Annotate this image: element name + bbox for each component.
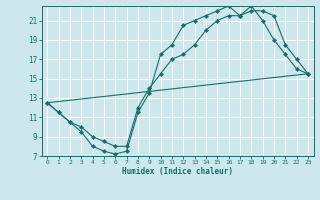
X-axis label: Humidex (Indice chaleur): Humidex (Indice chaleur) (122, 167, 233, 176)
